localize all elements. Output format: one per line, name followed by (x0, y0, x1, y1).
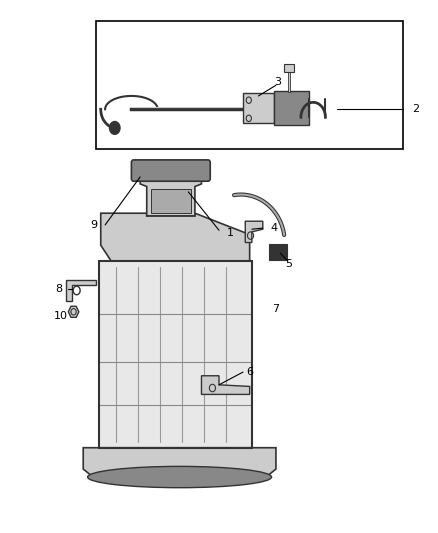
Text: 2: 2 (413, 104, 420, 114)
Ellipse shape (88, 466, 272, 488)
Circle shape (110, 122, 120, 134)
Polygon shape (66, 280, 96, 301)
Bar (99, 261, 252, 448)
Text: 3: 3 (275, 77, 282, 86)
Bar (274, 91, 309, 125)
Polygon shape (68, 306, 79, 317)
Bar (96, 21, 403, 149)
Bar (269, 244, 287, 260)
Polygon shape (83, 448, 276, 480)
Text: 4: 4 (270, 223, 277, 233)
Bar (243, 93, 274, 123)
Text: 10: 10 (53, 311, 67, 320)
Bar (284, 64, 294, 72)
Text: 5: 5 (285, 259, 292, 269)
Polygon shape (101, 213, 250, 272)
Text: 6: 6 (246, 367, 253, 377)
Polygon shape (245, 221, 263, 243)
Bar (151, 189, 191, 213)
Text: 1: 1 (226, 229, 233, 238)
Text: 7: 7 (272, 304, 279, 314)
Text: 8: 8 (56, 284, 63, 294)
Polygon shape (201, 376, 250, 394)
Polygon shape (140, 176, 201, 216)
FancyBboxPatch shape (131, 160, 210, 181)
Text: 9: 9 (91, 220, 98, 230)
